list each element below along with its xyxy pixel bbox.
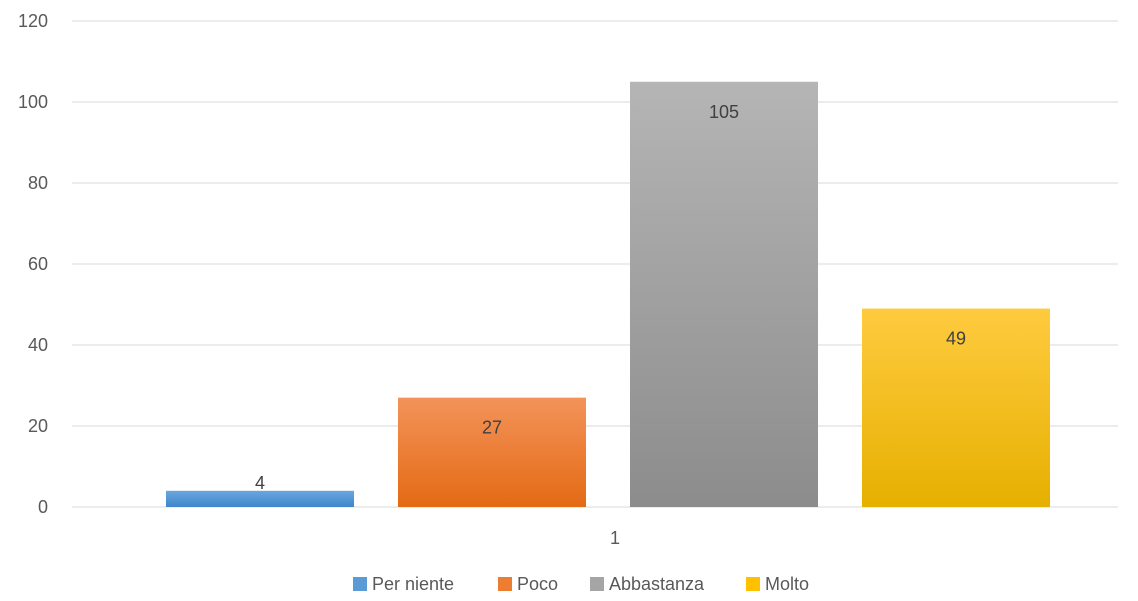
gridlines [72, 20, 1118, 508]
legend-label: Per niente [372, 574, 454, 594]
y-tick-label: 120 [18, 11, 48, 31]
legend-swatch-poco [498, 577, 512, 591]
x-tick-label: 1 [610, 528, 620, 548]
y-tick-label: 100 [18, 92, 48, 112]
y-tick-label: 20 [28, 416, 48, 436]
legend-label: Abbastanza [609, 574, 705, 594]
x-axis-ticks: 1 [610, 528, 620, 548]
data-label: 49 [946, 329, 966, 349]
y-axis-ticks: 0 20 40 60 80 100 120 [18, 11, 48, 517]
y-tick-label: 80 [28, 173, 48, 193]
legend: Per niente Poco Abbastanza Molto [353, 574, 809, 594]
bar-poco [398, 397, 586, 507]
legend-label: Molto [765, 574, 809, 594]
legend-swatch-molto [746, 577, 760, 591]
legend-swatch-abbastanza [590, 577, 604, 591]
data-label: 105 [709, 102, 739, 122]
legend-swatch-per-niente [353, 577, 367, 591]
y-tick-label: 40 [28, 335, 48, 355]
bar-per-niente [166, 490, 354, 507]
legend-label: Poco [517, 574, 558, 594]
bars [166, 81, 1050, 507]
y-tick-label: 60 [28, 254, 48, 274]
data-labels: 4 27 105 49 [255, 102, 966, 493]
data-label: 27 [482, 418, 502, 438]
bar-molto [862, 308, 1050, 507]
y-tick-label: 0 [38, 497, 48, 517]
bar-abbastanza [630, 81, 818, 507]
data-label: 4 [255, 473, 265, 493]
